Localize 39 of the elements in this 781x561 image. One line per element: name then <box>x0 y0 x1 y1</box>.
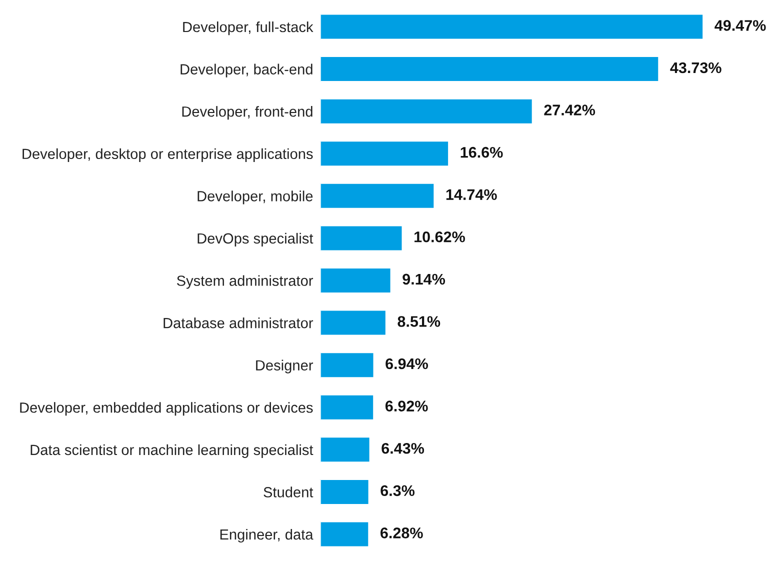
data-label: 43.73% <box>670 62 722 74</box>
data-label: 6.3% <box>380 485 415 496</box>
data-label: 27.42% <box>544 104 596 116</box>
y-tick-label: System administrator <box>176 275 314 289</box>
y-tick-label: Engineer, data <box>220 528 314 543</box>
y-tick-label: Developer, mobile <box>198 190 313 204</box>
bar <box>320 13 704 40</box>
bar <box>320 352 375 378</box>
bar <box>320 478 370 506</box>
y-tick-label: Designer <box>256 360 314 374</box>
data-label: 6.92% <box>385 400 428 412</box>
data-label: 9.14% <box>402 274 446 285</box>
y-tick-label: Developer, embedded applications or devices <box>20 402 313 416</box>
bar <box>320 436 371 464</box>
bar <box>320 140 450 168</box>
y-tick-label: Developer, front-end <box>182 106 312 120</box>
bar <box>320 394 374 421</box>
y-tick-label: Developer, full-stack <box>183 21 314 36</box>
data-label: 8.51% <box>398 316 440 327</box>
data-label: 16.6% <box>460 146 503 158</box>
data-label: 14.74% <box>446 189 497 200</box>
y-tick-label: Developer, desktop or enterprise applications <box>22 148 313 162</box>
bar <box>320 309 387 336</box>
data-label: 6.43% <box>382 442 424 454</box>
data-label: 49.47% <box>714 20 766 31</box>
y-tick-label: Student <box>264 486 314 498</box>
bar <box>320 224 404 252</box>
y-tick-label: Database administrator <box>164 318 314 328</box>
bar <box>320 267 392 294</box>
bar <box>320 98 534 125</box>
data-label: 10.62% <box>414 231 465 242</box>
y-tick-label: Data scientist or machine learning specialist <box>30 444 314 458</box>
y-tick-label: DevOps specialist <box>198 232 314 247</box>
data-label: 6.94% <box>386 358 428 370</box>
y-tick-label: Developer, back-end <box>180 64 312 78</box>
data-label: 6.28% <box>380 528 423 538</box>
bar <box>320 56 660 82</box>
bar <box>320 182 436 210</box>
bar <box>320 520 370 548</box>
